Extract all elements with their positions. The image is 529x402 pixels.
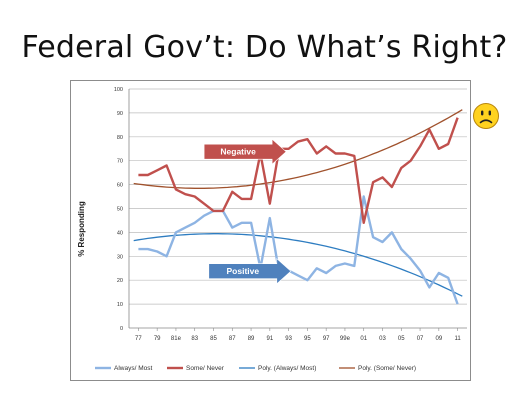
x-tick-label: 93: [285, 336, 292, 342]
x-tick-label: 95: [304, 336, 311, 342]
x-tick-label: 01: [360, 336, 367, 342]
x-tick-label: 11: [454, 336, 461, 342]
legend: Always/ Most Some/ Never Poly. (Always/ Mo…: [95, 365, 416, 372]
x-tick-label: 97: [323, 336, 330, 342]
x-tick-label: 85: [210, 336, 217, 342]
y-axis-label: % Responding: [77, 201, 86, 257]
data-series: [138, 117, 459, 305]
annotation-arrow-0: [203, 138, 287, 165]
legend-label: Poly. (Always/ Most): [258, 365, 316, 372]
x-tick-label: 77: [135, 336, 142, 342]
y-tick-label: 60: [117, 183, 123, 189]
x-tick-label: 05: [398, 336, 405, 342]
y-tick-label: 20: [117, 278, 123, 284]
x-tick-label: 91: [266, 336, 273, 342]
annotation-label-1: Positive: [227, 266, 260, 276]
series-line-0: [138, 195, 459, 305]
annotation-arrow-1: [208, 258, 292, 285]
y-tick-label: 90: [117, 111, 123, 117]
x-tick-label: 03: [379, 336, 386, 342]
trendline-2: [133, 233, 463, 297]
y-tick-label: 80: [117, 135, 123, 141]
series-line-1: [138, 117, 459, 225]
x-tick-label: 07: [417, 336, 424, 342]
y-tick-label: 100: [114, 87, 123, 93]
slide-title: Federal Gov’t: Do What’s Right?: [21, 30, 508, 65]
legend-label: Always/ Most: [114, 365, 152, 372]
x-tick-label: 83: [191, 336, 198, 342]
gridlines: [129, 88, 467, 305]
trendline-3: [133, 109, 463, 189]
y-tick-label: 50: [117, 207, 123, 213]
x-tick-label: 89: [248, 336, 255, 342]
x-tick-label: 81e: [171, 336, 182, 342]
x-tick-label: 09: [435, 336, 442, 342]
y-tick-label: 40: [117, 230, 123, 236]
legend-label: Some/ Never: [186, 365, 225, 372]
y-tick-label: 0: [120, 326, 123, 332]
y-tick-label: 70: [117, 159, 123, 165]
annotation-label-0: Negative: [220, 147, 256, 157]
x-tick-label: 87: [229, 336, 236, 342]
x-tick-label: 99e: [340, 336, 351, 342]
y-tick-label: 30: [117, 254, 123, 260]
y-tick-label: 10: [117, 302, 123, 308]
annotations: Negative Positive: [203, 138, 292, 285]
x-tick-label: 79: [154, 336, 161, 342]
legend-label: Poly. (Some/ Never): [358, 365, 416, 372]
sad-face-icon: [473, 103, 499, 129]
chart-frame: 0 10 20 30 40 50 60 70 80 90 100 77 79 81e 83 85 87 89 91 9…: [70, 80, 471, 381]
trendlines: [133, 109, 463, 297]
